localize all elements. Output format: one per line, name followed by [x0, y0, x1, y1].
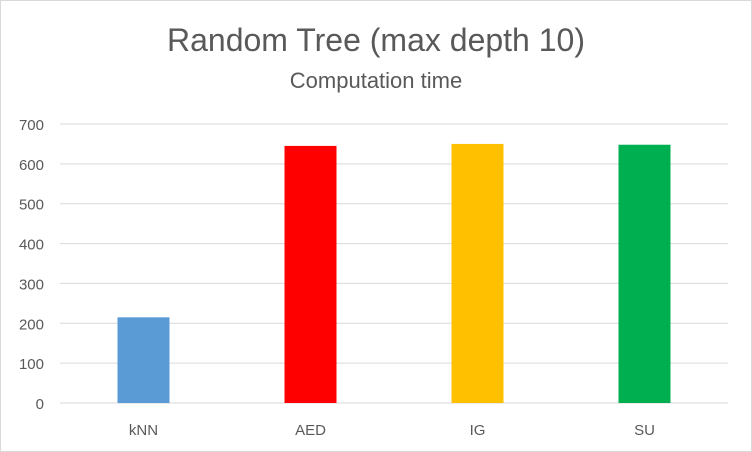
y-tick-label: 400	[19, 237, 44, 254]
chart-subtitle: Computation time	[289, 68, 463, 93]
x-tick-label: AED	[295, 422, 326, 439]
x-tick-label: kNN	[129, 422, 158, 439]
x-tick-label: SU	[634, 422, 655, 439]
y-tick-label: 0	[36, 396, 44, 413]
bar-ig	[451, 143, 504, 403]
y-tick-label: 600	[19, 157, 44, 174]
y-tick-label: 300	[19, 276, 44, 293]
chart-title: Random Tree (max depth 10)	[167, 22, 585, 58]
x-tick-label: IG	[470, 422, 486, 439]
bar-aed	[284, 145, 337, 403]
y-tick-label: 100	[19, 356, 44, 373]
y-tick-label: 200	[19, 316, 44, 333]
y-tick-label: 500	[19, 197, 44, 214]
bar-knn	[117, 317, 170, 403]
y-tick-label: 700	[19, 117, 44, 134]
bar-su	[618, 144, 671, 403]
